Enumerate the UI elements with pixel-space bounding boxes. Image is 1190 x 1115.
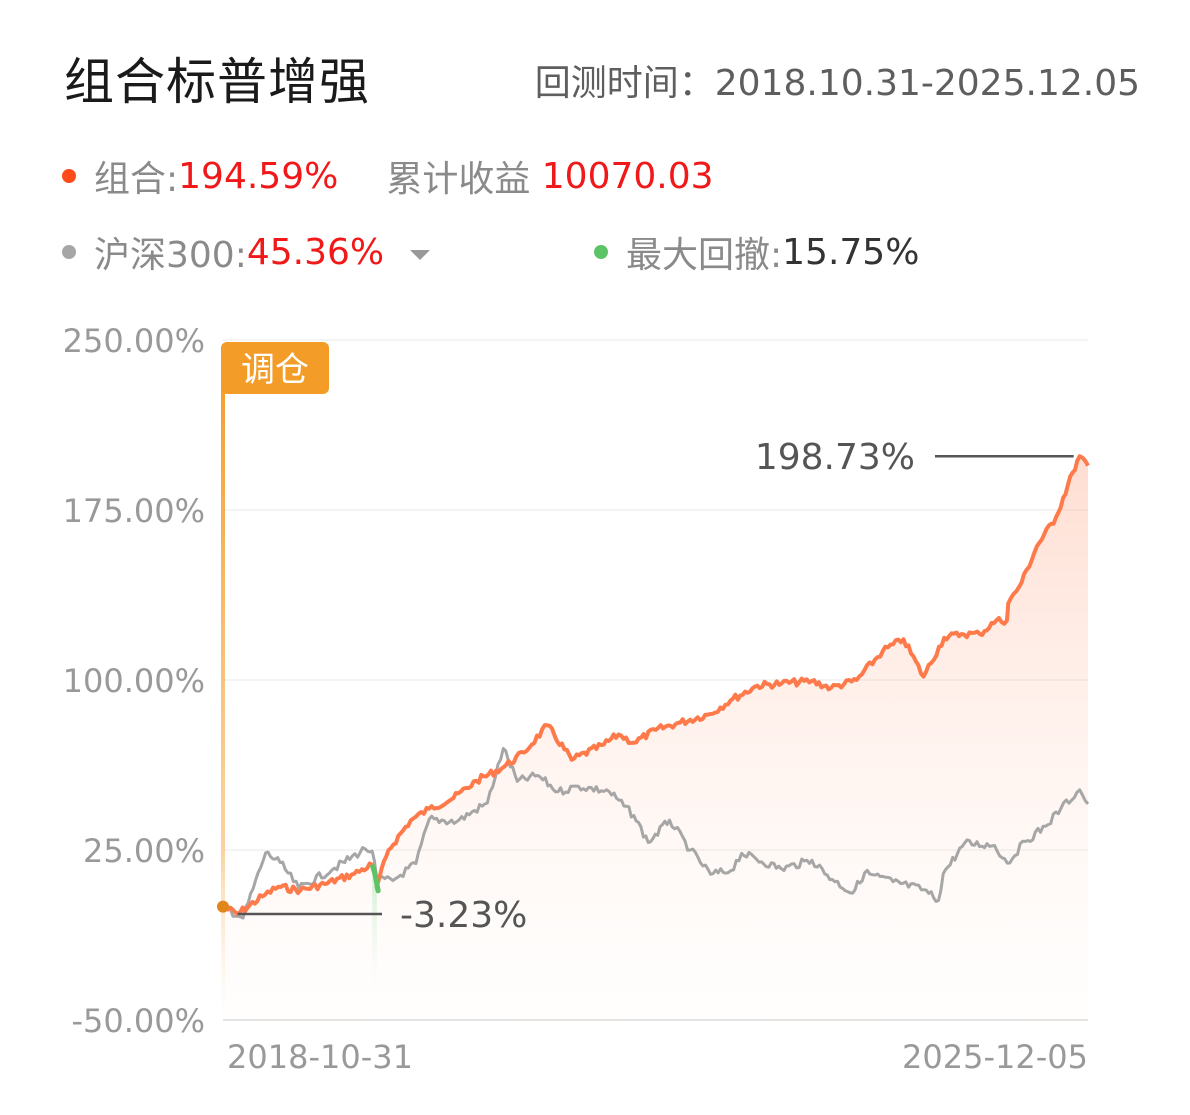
benchmark-label: 沪深300: xyxy=(94,235,247,276)
portfolio-area xyxy=(223,456,1088,1020)
min-return-label: -3.23% xyxy=(400,895,527,936)
legend-drawdown: 最大回撤: 15.75% xyxy=(594,226,919,278)
y-tick-label: 100.00% xyxy=(63,662,205,700)
y-tick-label: 175.00% xyxy=(63,492,205,530)
legend-portfolio: 组合: 194.59% 累计收益 10070.03 xyxy=(62,150,714,202)
annotations: 198.73% -3.23% xyxy=(237,437,1074,936)
portfolio-return: 194.59% xyxy=(178,155,339,197)
period-label: 回测时间： xyxy=(534,63,715,104)
portfolio-label: 组合: xyxy=(94,159,179,200)
benchmark-dropdown-icon[interactable] xyxy=(410,250,431,260)
rebalance-tag-bg xyxy=(221,342,329,394)
benchmark-dot xyxy=(62,245,76,259)
drawdown-dot xyxy=(594,245,608,259)
benchmark-return: 45.36% xyxy=(246,231,385,273)
rebalance-tag-label: 调仓 xyxy=(241,350,309,390)
legend-benchmark[interactable]: 沪深300: 45.36% xyxy=(62,226,431,278)
y-tick-label: -50.00% xyxy=(71,1002,205,1040)
y-tick-label: 250.00% xyxy=(63,322,205,360)
portfolio-dot xyxy=(62,169,76,183)
cumulative-label: 累计收益 xyxy=(386,159,531,200)
period-value: 2018.10.31-2025.12.05 xyxy=(714,63,1140,104)
drawdown-area xyxy=(372,864,377,1000)
x-axis-ticks: 2018-10-31 2025-12-05 xyxy=(227,1038,1088,1076)
backtest-period: 回测时间：2018.10.31-2025.12.05 xyxy=(535,54,1140,106)
y-tick-label: 25.00% xyxy=(83,832,205,870)
x-tick-label: 2025-12-05 xyxy=(902,1038,1088,1076)
rebalance-line xyxy=(221,360,225,1020)
chart-title: 组合标普增强 xyxy=(64,53,370,111)
portfolio-line xyxy=(222,454,1090,916)
benchmark-line xyxy=(222,747,1090,920)
drawdown-segment xyxy=(369,864,381,894)
drawdown-label: 最大回撤: xyxy=(626,235,783,276)
x-tick-label: 2018-10-31 xyxy=(227,1038,413,1076)
rebalance-tag[interactable]: 调仓 xyxy=(221,342,329,394)
y-axis-ticks: 250.00% 175.00% 100.00% 25.00% -50.00% xyxy=(63,322,205,1040)
max-return-label: 198.73% xyxy=(755,437,915,478)
start-point xyxy=(217,900,229,913)
drawdown-value: 15.75% xyxy=(782,231,920,273)
cumulative-value: 10070.03 xyxy=(541,155,714,197)
